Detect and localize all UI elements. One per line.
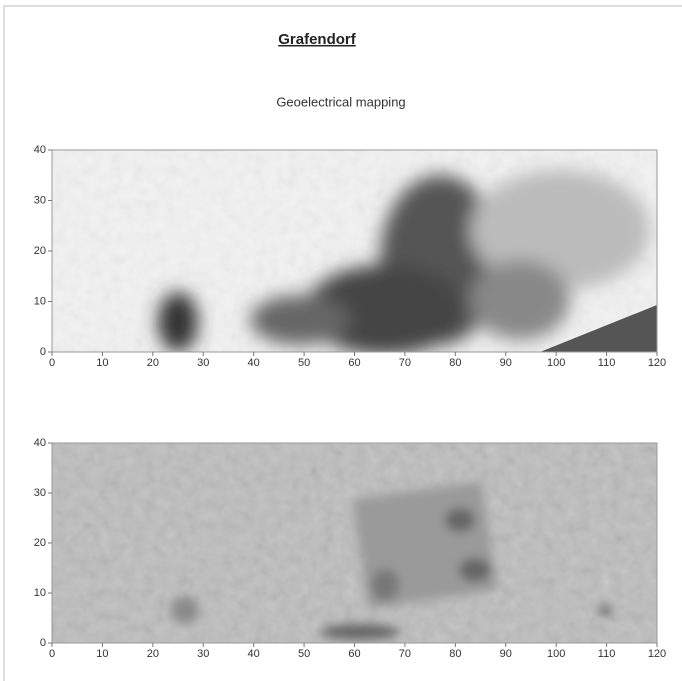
x-tick-label: 40 xyxy=(248,648,260,660)
title: Grafendorf xyxy=(278,31,357,48)
y-tick-label: 0 xyxy=(40,637,46,649)
x-tick-label: 10 xyxy=(96,648,108,660)
x-tick-label: 20 xyxy=(147,357,159,369)
y-tick-label: 40 xyxy=(34,437,46,449)
x-tick-label: 10 xyxy=(96,357,108,369)
y-tick-label: 0 xyxy=(40,346,46,358)
x-tick-label: 20 xyxy=(147,648,159,660)
x-tick-label: 70 xyxy=(399,357,411,369)
x-tick-label: 30 xyxy=(197,357,209,369)
x-tick-label: 60 xyxy=(348,648,360,660)
map-resistivity xyxy=(52,150,657,352)
x-tick-label: 90 xyxy=(500,648,512,660)
x-tick-label: 0 xyxy=(49,648,55,660)
x-tick-label: 50 xyxy=(298,357,310,369)
x-tick-label: 70 xyxy=(399,648,411,660)
x-tick-label: 120 xyxy=(648,357,666,369)
x-tick-label: 120 xyxy=(648,648,666,660)
y-tick-label: 10 xyxy=(34,587,46,599)
x-tick-label: 110 xyxy=(598,648,616,660)
y-tick-label: 40 xyxy=(34,144,46,156)
x-tick-label: 40 xyxy=(248,357,260,369)
x-tick-label: 100 xyxy=(547,357,565,369)
y-tick-label: 30 xyxy=(34,194,46,206)
x-tick-label: 0 xyxy=(49,357,55,369)
y-tick-label: 20 xyxy=(34,245,46,257)
y-tick-label: 20 xyxy=(34,537,46,549)
x-tick-label: 30 xyxy=(197,648,209,660)
x-tick-label: 80 xyxy=(449,357,461,369)
x-tick-label: 60 xyxy=(348,357,360,369)
y-tick-label: 30 xyxy=(34,487,46,499)
subtitle: Geoelectrical mapping xyxy=(276,94,405,109)
x-tick-label: 80 xyxy=(449,648,461,660)
x-tick-label: 90 xyxy=(500,357,512,369)
y-tick-label: 10 xyxy=(34,295,46,307)
x-tick-label: 110 xyxy=(598,357,616,369)
map-gradient xyxy=(52,443,657,643)
x-tick-label: 100 xyxy=(547,648,565,660)
x-tick-label: 50 xyxy=(298,648,310,660)
